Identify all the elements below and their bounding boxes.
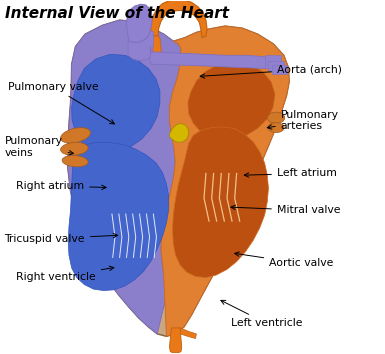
Polygon shape bbox=[128, 31, 153, 61]
Ellipse shape bbox=[268, 112, 285, 124]
Text: Right atrium: Right atrium bbox=[16, 181, 106, 191]
Polygon shape bbox=[68, 20, 181, 334]
Polygon shape bbox=[268, 61, 284, 71]
Text: Pulmonary
veins: Pulmonary veins bbox=[5, 136, 74, 158]
Polygon shape bbox=[161, 26, 289, 336]
Text: Internal View of the Heart: Internal View of the Heart bbox=[5, 6, 229, 21]
Polygon shape bbox=[180, 328, 196, 338]
Ellipse shape bbox=[62, 155, 88, 167]
Ellipse shape bbox=[60, 142, 88, 155]
Polygon shape bbox=[169, 328, 182, 353]
Polygon shape bbox=[68, 20, 289, 336]
Text: Aorta (arch): Aorta (arch) bbox=[200, 64, 342, 78]
Polygon shape bbox=[150, 0, 207, 38]
Polygon shape bbox=[172, 127, 268, 278]
Text: Mitral valve: Mitral valve bbox=[231, 205, 340, 216]
Polygon shape bbox=[127, 4, 152, 42]
Polygon shape bbox=[72, 54, 160, 152]
Text: Tricuspid valve: Tricuspid valve bbox=[5, 233, 118, 244]
Ellipse shape bbox=[268, 123, 284, 132]
Text: Right ventricle: Right ventricle bbox=[16, 266, 114, 282]
Polygon shape bbox=[169, 124, 189, 142]
Polygon shape bbox=[265, 55, 281, 68]
Polygon shape bbox=[149, 46, 277, 68]
Polygon shape bbox=[188, 61, 275, 139]
Polygon shape bbox=[68, 142, 169, 291]
Text: Aortic valve: Aortic valve bbox=[235, 252, 333, 268]
Polygon shape bbox=[150, 36, 161, 58]
Text: Pulmonary
arteries: Pulmonary arteries bbox=[267, 110, 339, 131]
Text: Pulmonary valve: Pulmonary valve bbox=[8, 82, 114, 124]
Text: Left ventricle: Left ventricle bbox=[221, 301, 302, 328]
Text: Left atrium: Left atrium bbox=[244, 169, 337, 178]
Ellipse shape bbox=[60, 128, 90, 143]
Polygon shape bbox=[271, 65, 287, 74]
